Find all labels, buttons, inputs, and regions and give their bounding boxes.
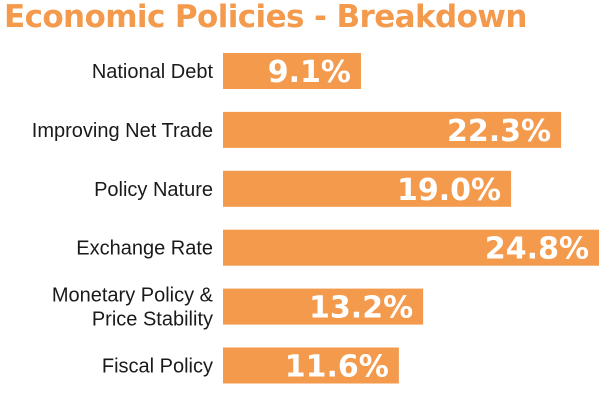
bar-value-label: 13.2%: [309, 291, 413, 326]
bar: [223, 347, 399, 384]
category-label: Policy Nature: [94, 179, 213, 201]
bar: [223, 288, 424, 325]
bar: [223, 53, 361, 89]
bars-layer: 9.1% National Debt 22.3% Improving Net Trad…: [32, 53, 599, 385]
bar: [223, 229, 599, 266]
category-label: Monetary Policy &: [52, 285, 214, 307]
bar: [223, 170, 512, 207]
category-label: Price Stability: [92, 309, 213, 331]
bar-value-label: 24.8%: [485, 232, 589, 267]
category-label: Exchange Rate: [76, 238, 213, 260]
bar-value-label: 19.0%: [397, 173, 501, 208]
bar-value-label: 9.1%: [268, 55, 351, 90]
category-label: National Debt: [92, 61, 214, 83]
bar: [223, 111, 562, 148]
chart-title: Economic Policies - Breakdown: [4, 0, 527, 35]
bar-value-label: 11.6%: [285, 350, 389, 385]
category-label: Improving Net Trade: [32, 120, 213, 142]
category-label: Fiscal Policy: [102, 356, 213, 378]
bar-value-label: 22.3%: [447, 114, 551, 149]
